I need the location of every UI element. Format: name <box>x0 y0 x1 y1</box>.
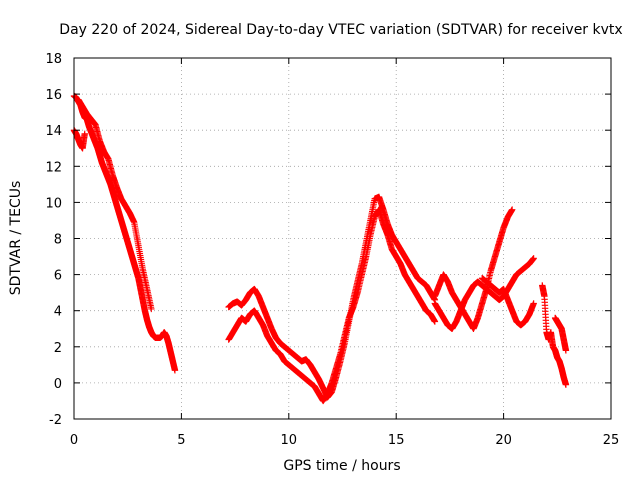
data-point <box>562 381 570 388</box>
data-point <box>431 318 439 325</box>
x-axis-label: GPS time / hours <box>283 458 400 474</box>
y-tick-label: 10 <box>45 196 62 211</box>
axis-ticks <box>73 57 612 420</box>
data-point <box>530 255 537 262</box>
data-points <box>70 92 570 405</box>
x-tick-label: 20 <box>495 433 512 448</box>
y-tick-label: 12 <box>45 160 62 175</box>
series-segment-4 <box>539 282 570 388</box>
x-tick-label: 25 <box>603 433 620 448</box>
y-tick-label: 8 <box>54 233 62 248</box>
y-tick-label: 14 <box>45 124 62 139</box>
y-tick-label: 4 <box>54 305 62 320</box>
y-tick-label: -2 <box>49 413 62 428</box>
series-segment-1-upper <box>75 96 155 313</box>
y-tick-label: 0 <box>54 377 62 392</box>
chart-title: Day 220 of 2024, Sidereal Day-to-day VTE… <box>59 22 622 38</box>
x-tick-label: 5 <box>177 433 185 448</box>
y-axis-label: SDTVAR / TECUs <box>8 181 24 296</box>
y-tick-labels: -2 0 2 4 6 8 10 12 14 16 18 <box>45 52 62 428</box>
y-tick-label: 6 <box>54 269 62 284</box>
x-tick-labels: 0 5 10 15 20 25 <box>70 433 619 448</box>
series-segment-4-upper <box>551 314 570 354</box>
data-point <box>171 367 179 374</box>
series-segment-2-lower <box>225 206 439 405</box>
data-point <box>562 347 570 354</box>
series-segment-3 <box>431 206 516 332</box>
y-tick-label: 18 <box>45 52 62 67</box>
series-segment-3-loop <box>478 275 537 329</box>
data-point <box>530 300 537 307</box>
data-point <box>81 130 88 138</box>
series-segment-2 <box>225 193 439 401</box>
series-segment-3-lower <box>431 255 537 332</box>
data-point <box>148 305 155 313</box>
grid-lines <box>74 58 611 419</box>
data-point <box>508 206 516 213</box>
y-tick-label: 2 <box>54 341 62 356</box>
x-tick-label: 10 <box>281 433 298 448</box>
x-tick-label: 0 <box>70 433 78 448</box>
x-tick-label: 15 <box>388 433 405 448</box>
y-tick-label: 16 <box>45 88 62 103</box>
